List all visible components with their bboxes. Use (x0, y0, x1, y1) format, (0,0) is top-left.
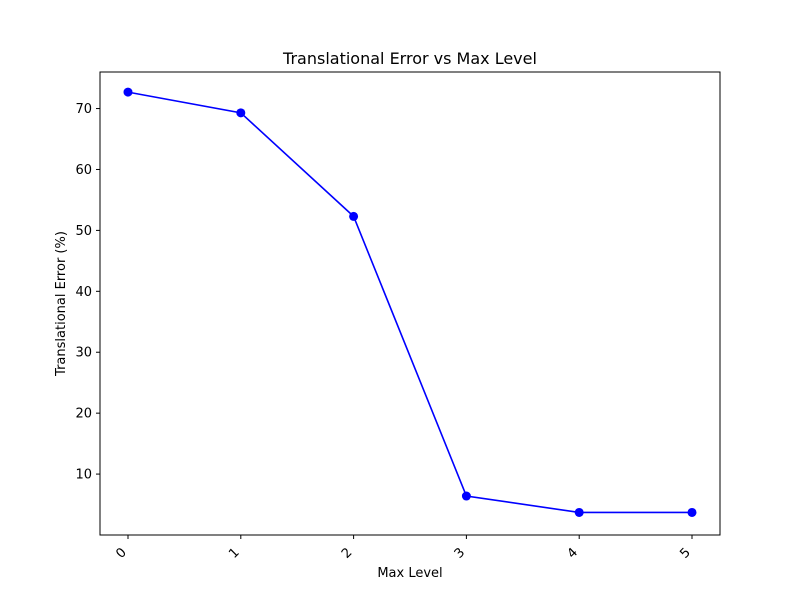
data-point (236, 108, 246, 118)
data-point (123, 87, 133, 97)
y-tick-label: 30 (75, 346, 92, 361)
data-point (574, 507, 584, 517)
series-layer (123, 87, 697, 517)
y-tick-label: 50 (75, 224, 92, 239)
data-point (687, 507, 697, 517)
y-axis-ticks: 10 20 30 40 50 60 70 (75, 102, 100, 483)
chart-title: Translational Error vs Max Level (282, 49, 537, 68)
data-point (461, 491, 471, 501)
x-axis-label: Max Level (377, 566, 442, 581)
y-tick-label: 10 (75, 468, 92, 483)
y-tick-label: 40 (75, 285, 92, 300)
series-line (127, 91, 692, 514)
plot-frame (99, 71, 721, 536)
y-tick-label: 70 (75, 102, 92, 117)
y-tick-label: 60 (75, 163, 92, 178)
y-tick-label: 20 (75, 407, 92, 422)
y-axis-label: Translational Error (%) (54, 231, 69, 377)
data-point (349, 211, 359, 221)
